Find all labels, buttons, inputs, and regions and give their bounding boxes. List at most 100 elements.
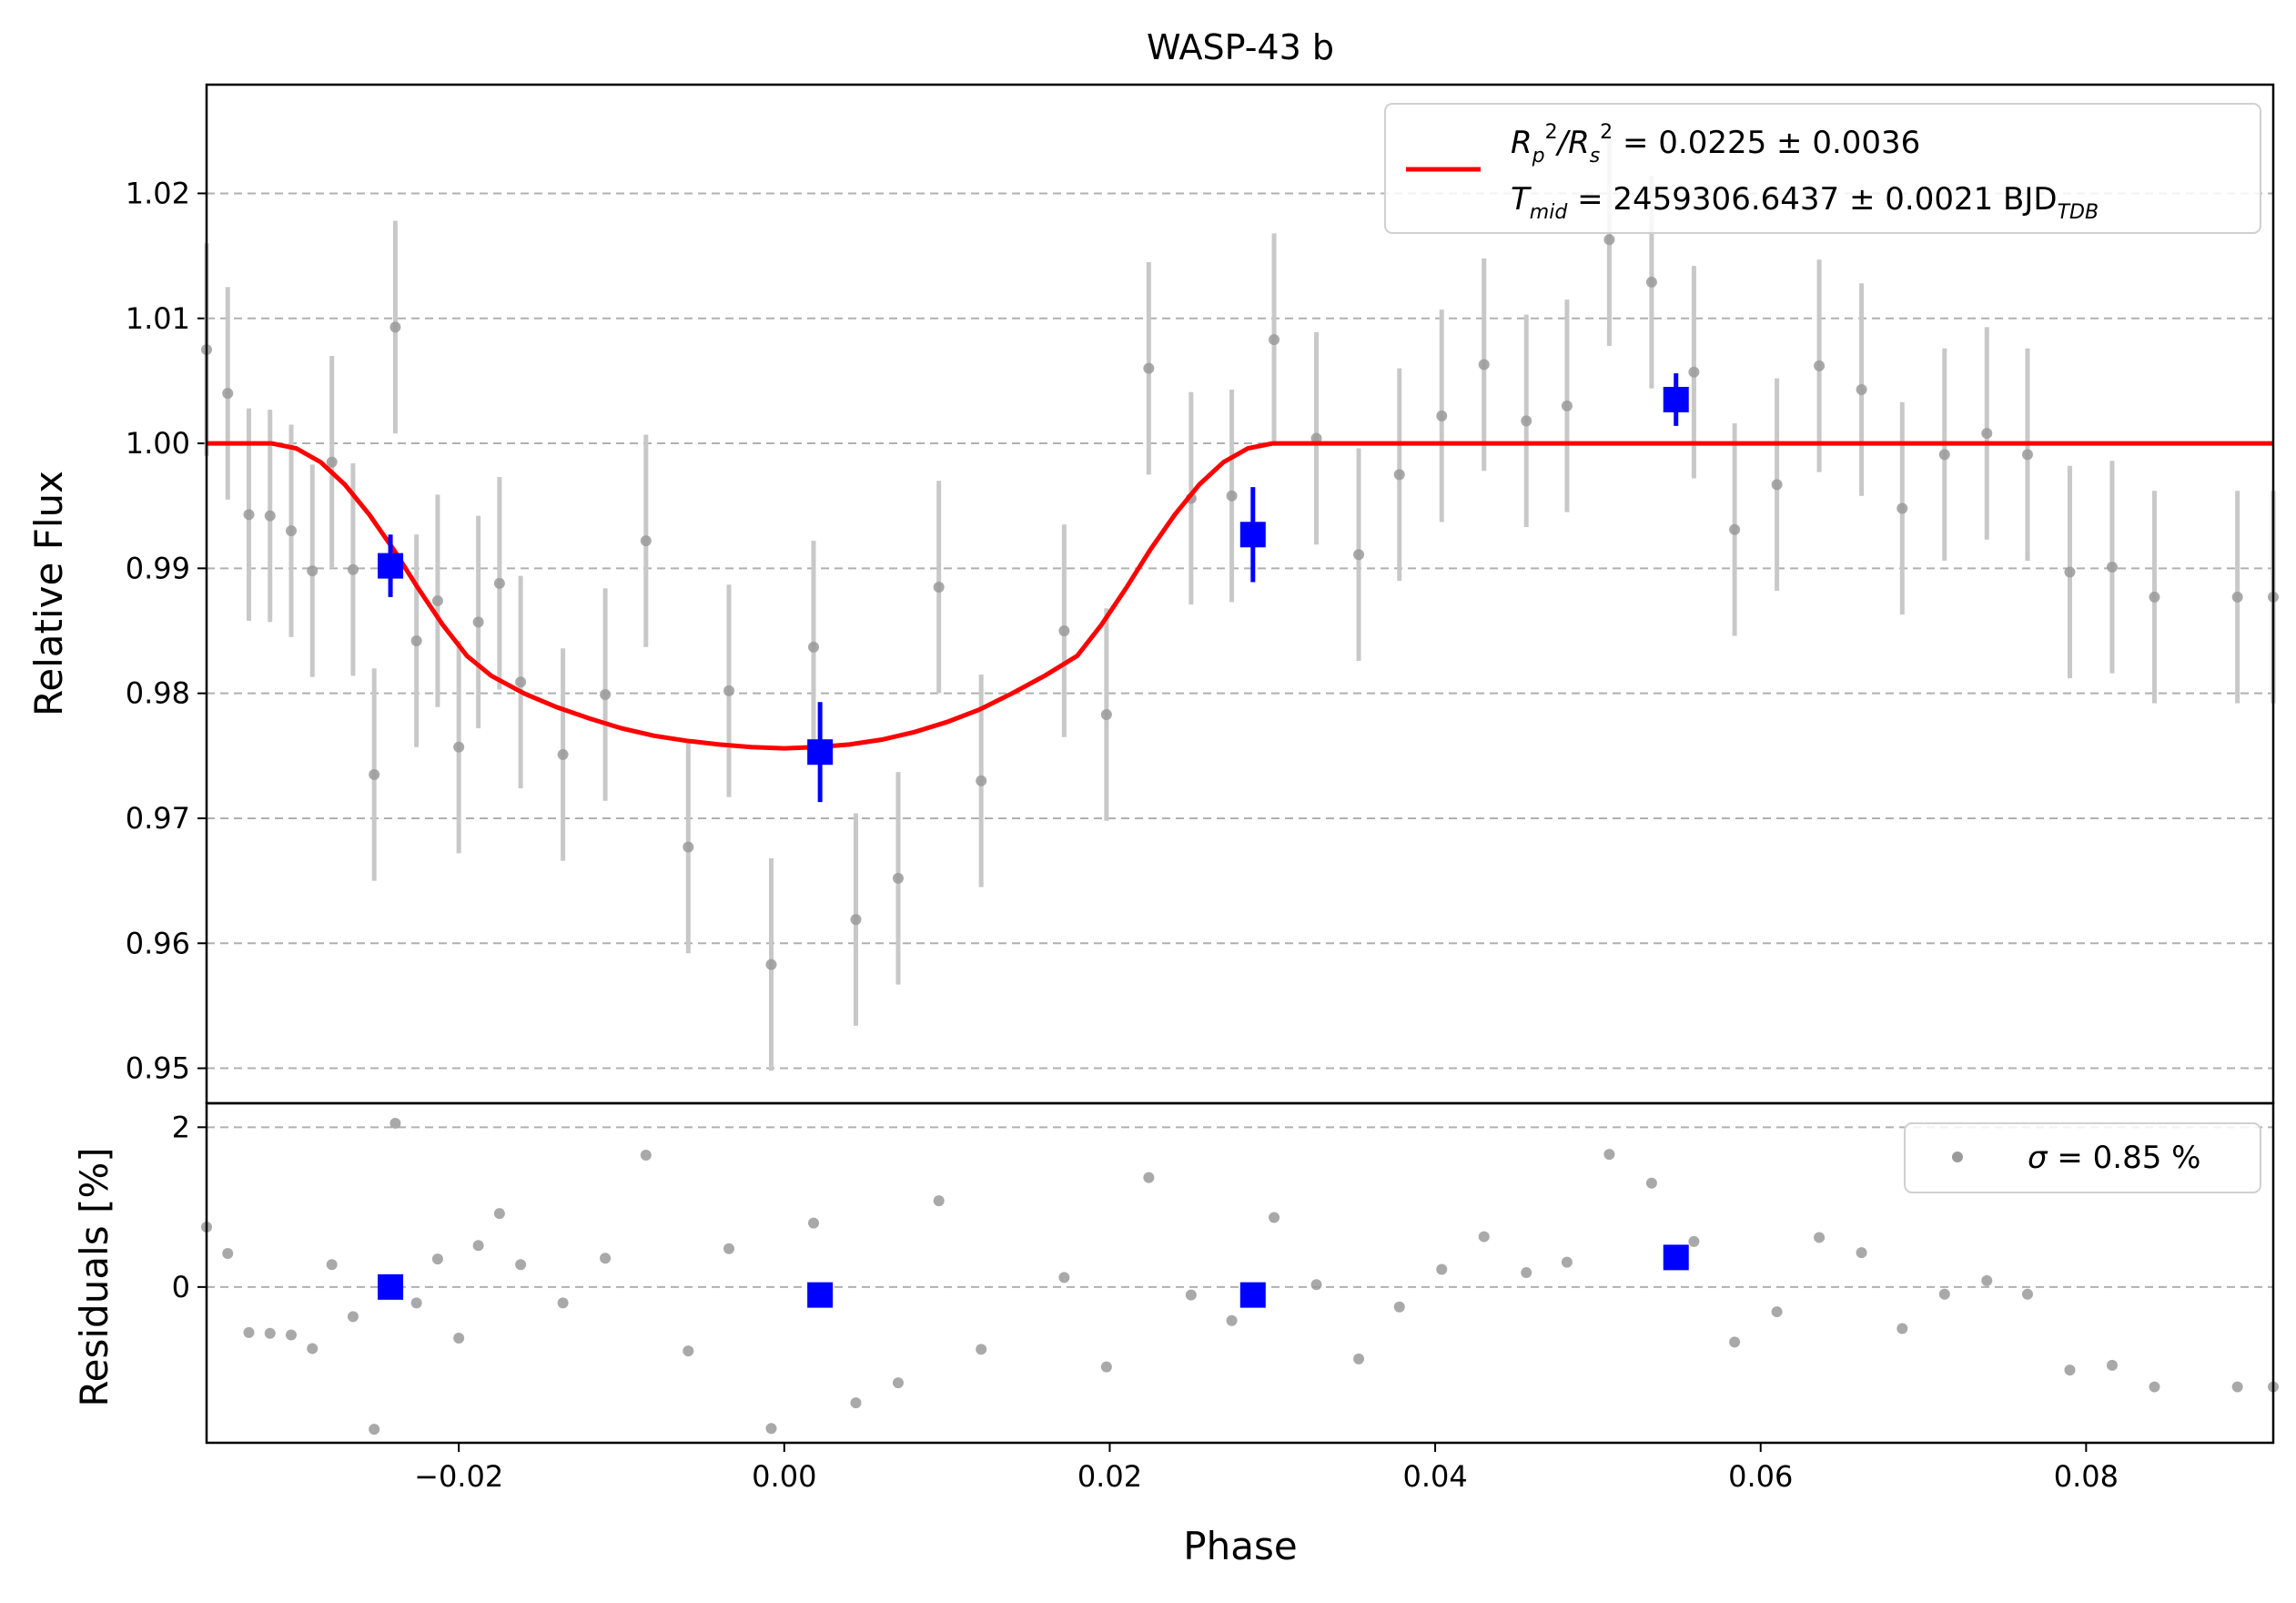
residual-point bbox=[1226, 1314, 1238, 1326]
residual-point bbox=[389, 1117, 401, 1129]
bottom-y-tick-label: 2 bbox=[172, 1110, 190, 1144]
residual-point bbox=[683, 1345, 694, 1357]
top-y-tick-label: 0.95 bbox=[126, 1051, 190, 1086]
data-point bbox=[976, 775, 987, 786]
binned-point bbox=[1663, 386, 1689, 412]
residual-point bbox=[1688, 1235, 1700, 1247]
residual-point bbox=[1729, 1336, 1741, 1348]
top-legend-box bbox=[1384, 103, 2261, 234]
data-point bbox=[431, 595, 443, 607]
residual-point bbox=[557, 1297, 569, 1309]
residual-point bbox=[765, 1423, 777, 1435]
residual-point bbox=[1561, 1256, 1573, 1268]
data-point bbox=[1269, 334, 1280, 346]
top-y-tick-label: 0.97 bbox=[126, 801, 190, 836]
legend-residual-marker bbox=[1952, 1152, 1963, 1162]
data-point bbox=[1226, 490, 1238, 502]
residual-point bbox=[493, 1208, 505, 1220]
residual-point bbox=[600, 1253, 612, 1264]
residual-point bbox=[307, 1343, 319, 1354]
residual-point bbox=[326, 1259, 338, 1271]
data-point bbox=[222, 388, 234, 400]
data-point bbox=[307, 565, 319, 577]
residual-point bbox=[1896, 1323, 1908, 1334]
residual-point bbox=[264, 1327, 276, 1339]
data-point bbox=[1478, 359, 1490, 370]
bottom-y-axis-label: Residuals [%] bbox=[72, 1147, 116, 1406]
residual-point bbox=[1185, 1289, 1197, 1301]
top-y-tick-label: 1.00 bbox=[126, 426, 190, 461]
data-point bbox=[640, 535, 652, 547]
residual-point bbox=[1478, 1231, 1490, 1243]
residual-point bbox=[976, 1344, 987, 1355]
data-point bbox=[472, 616, 484, 628]
data-point bbox=[1938, 449, 1950, 461]
data-point bbox=[1521, 415, 1532, 427]
x-tick-label: 0.08 bbox=[2054, 1459, 2119, 1494]
residual-point bbox=[723, 1243, 735, 1254]
data-point bbox=[410, 634, 422, 646]
data-point bbox=[264, 510, 276, 522]
data-point bbox=[850, 914, 862, 926]
residual-point bbox=[285, 1329, 297, 1341]
residual-point bbox=[431, 1253, 443, 1265]
x-axis-ticks: −0.02 0.00 0.02 0.04 0.06 0.08 bbox=[414, 1443, 2119, 1494]
residual-point bbox=[933, 1195, 945, 1207]
binned-point bbox=[1239, 522, 1266, 548]
residual-point bbox=[1393, 1301, 1405, 1313]
data-point bbox=[1729, 523, 1741, 535]
x-tick-label: 0.06 bbox=[1728, 1459, 1793, 1494]
data-point bbox=[1561, 400, 1573, 411]
residual-point bbox=[1645, 1177, 1657, 1189]
data-point bbox=[326, 456, 338, 468]
residual-binned-point bbox=[1663, 1244, 1689, 1271]
legend-sigma-entry: σ = 0.85 % bbox=[2028, 1140, 2200, 1176]
top-y-tick-label: 1.01 bbox=[126, 301, 190, 336]
data-point bbox=[1856, 384, 1867, 396]
residual-point bbox=[2021, 1288, 2033, 1300]
data-point bbox=[389, 321, 401, 333]
top-y-tick-label: 0.96 bbox=[126, 926, 190, 960]
data-point bbox=[1393, 469, 1405, 481]
residual-point bbox=[1938, 1288, 1950, 1300]
residual-point bbox=[892, 1377, 904, 1389]
legend-depth-entry: Rp2/Rs2 = 0.0225 ± 0.0036 bbox=[1511, 121, 1920, 167]
data-point bbox=[1436, 410, 1448, 421]
data-point bbox=[1058, 625, 1070, 637]
residual-point bbox=[515, 1259, 527, 1271]
data-point bbox=[557, 748, 569, 760]
residual-point bbox=[807, 1217, 819, 1229]
residual-point bbox=[1436, 1263, 1448, 1275]
residual-point bbox=[1100, 1361, 1112, 1373]
data-point bbox=[892, 872, 904, 884]
top-y-tick-label: 1.02 bbox=[126, 176, 190, 210]
transit-model-line bbox=[207, 441, 2273, 751]
residual-point bbox=[1521, 1267, 1532, 1279]
data-point bbox=[1143, 362, 1155, 374]
residual-point bbox=[243, 1326, 255, 1338]
data-point bbox=[347, 563, 359, 575]
binned-point bbox=[807, 739, 834, 766]
data-point bbox=[1896, 502, 1908, 514]
bottom-axes-frame bbox=[205, 1101, 2275, 1445]
data-point bbox=[1814, 360, 1826, 371]
data-point bbox=[2021, 449, 2033, 461]
x-tick-label: 0.04 bbox=[1402, 1459, 1467, 1494]
data-point bbox=[1100, 708, 1112, 720]
x-tick-label: 0.02 bbox=[1077, 1459, 1142, 1494]
residual-point bbox=[640, 1150, 652, 1162]
residual-point bbox=[2106, 1359, 2118, 1371]
top-legend: Rp2/Rs2 = 0.0225 ± 0.0036 Tmid = 2459306… bbox=[1384, 103, 2261, 234]
residual-point bbox=[850, 1397, 862, 1409]
data-point bbox=[933, 581, 945, 593]
data-point bbox=[765, 959, 777, 970]
residual-point bbox=[222, 1247, 234, 1259]
residual-point bbox=[1143, 1172, 1155, 1183]
legend-tmid-entry: Tmid = 2459306.6437 ± 0.0021 BJDTDB bbox=[1511, 181, 2099, 224]
residual-point bbox=[472, 1240, 484, 1252]
bottom-y-tick-label: 0 bbox=[172, 1270, 190, 1304]
data-point bbox=[369, 768, 380, 780]
residual-point bbox=[1814, 1232, 1826, 1243]
